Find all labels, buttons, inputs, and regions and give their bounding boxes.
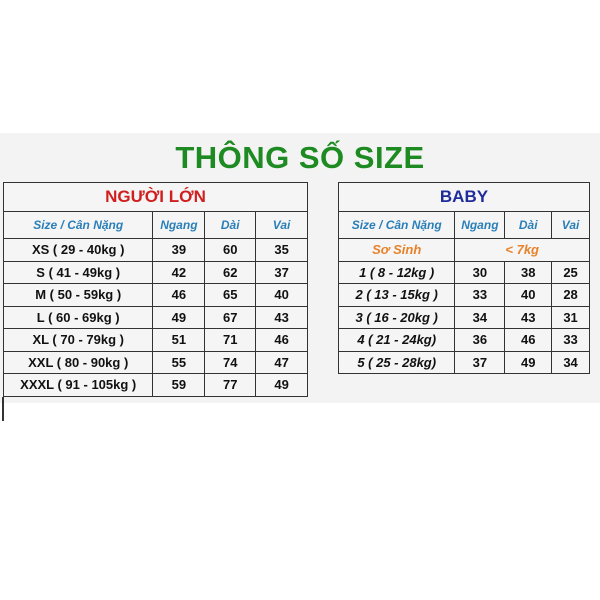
size-cell: XXXL ( 91 - 105kg ) (2, 373, 154, 397)
measure-cell: 38 (504, 260, 553, 284)
measure-cell: 59 (152, 373, 206, 397)
column-header: Dài (504, 211, 553, 239)
measure-cell: 37 (454, 350, 506, 374)
table-row: 1 ( 8 - 12kg ) 30 38 25 (337, 260, 590, 284)
size-cell: 3 ( 16 - 20kg ) (337, 305, 456, 329)
measure-cell: 46 (152, 283, 206, 307)
size-cell: XL ( 70 - 79kg ) (2, 328, 154, 352)
measure-cell: 67 (204, 305, 257, 329)
size-cell: 1 ( 8 - 12kg ) (337, 260, 456, 284)
measure-cell: 46 (255, 328, 308, 352)
measure-cell: 49 (255, 373, 308, 397)
measure-cell: 36 (454, 328, 506, 352)
newborn-value: < 7kg (454, 238, 590, 262)
measure-cell: 39 (152, 238, 206, 262)
measure-cell: 34 (551, 350, 590, 374)
table-row: 4 ( 21 - 24kg) 36 46 33 (337, 328, 590, 352)
measure-cell: 25 (551, 260, 590, 284)
size-cell: S ( 41 - 49kg ) (2, 260, 154, 284)
table-row: 5 ( 25 - 28kg) 37 49 34 (337, 350, 590, 374)
column-header: Dài (204, 211, 257, 239)
measure-cell: 60 (204, 238, 257, 262)
column-header: Size / Cân Nặng (337, 211, 456, 239)
measure-cell: 34 (454, 305, 506, 329)
column-header: Ngang (152, 211, 206, 239)
table-row: XXL ( 80 - 90kg ) 55 74 47 (2, 350, 308, 374)
measure-cell: 65 (204, 283, 257, 307)
table-row: 3 ( 16 - 20kg ) 34 43 31 (337, 305, 590, 329)
size-cell: XS ( 29 - 40kg ) (2, 238, 154, 262)
measure-cell: 37 (255, 260, 308, 284)
size-cell: 4 ( 21 - 24kg) (337, 328, 456, 352)
measure-cell: 30 (454, 260, 506, 284)
measure-cell: 33 (454, 283, 506, 307)
column-header: Size / Cân Nặng (2, 211, 154, 239)
measure-cell: 46 (504, 328, 553, 352)
measure-cell: 55 (152, 350, 206, 374)
adult-size-table: NGƯỜI LỚN Size / Cân Nặng Ngang Dài Vai XS … (2, 182, 308, 397)
measure-cell: 40 (255, 283, 308, 307)
measure-cell: 31 (551, 305, 590, 329)
measure-cell: 74 (204, 350, 257, 374)
measure-cell: 40 (504, 283, 553, 307)
measure-cell: 71 (204, 328, 257, 352)
table-row: XXXL ( 91 - 105kg ) 59 77 49 (2, 373, 308, 397)
measure-cell: 33 (551, 328, 590, 352)
size-cell: 2 ( 13 - 15kg ) (337, 283, 456, 307)
column-header: Ngang (454, 211, 506, 239)
column-header: Vai (551, 211, 590, 239)
measure-cell: 28 (551, 283, 590, 307)
measure-cell: 43 (255, 305, 308, 329)
measure-cell: 77 (204, 373, 257, 397)
measure-cell: 49 (152, 305, 206, 329)
measure-cell: 47 (255, 350, 308, 374)
newborn-label: Sơ Sinh (337, 238, 456, 262)
table-row: XS ( 29 - 40kg ) 39 60 35 (2, 238, 308, 262)
size-cell: L ( 60 - 69kg ) (2, 305, 154, 329)
table-row: L ( 60 - 69kg ) 49 67 43 (2, 305, 308, 329)
baby-size-table: BABY Size / Cân Nặng Ngang Dài Vai Sơ Sinh <… (337, 182, 590, 374)
table-row: M ( 50 - 59kg ) 46 65 40 (2, 283, 308, 307)
column-header: Vai (255, 211, 308, 239)
size-cell: XXL ( 80 - 90kg ) (2, 350, 154, 374)
adult-heading: NGƯỜI LỚN (3, 182, 308, 212)
measure-cell: 49 (504, 350, 553, 374)
size-cell: M ( 50 - 59kg ) (2, 283, 154, 307)
table-row: 2 ( 13 - 15kg ) 33 40 28 (337, 283, 590, 307)
divider-line (2, 397, 4, 421)
measure-cell: 35 (255, 238, 308, 262)
measure-cell: 42 (152, 260, 206, 284)
table-row: S ( 41 - 49kg ) 42 62 37 (2, 260, 308, 284)
page-title: THÔNG SỐ SIZE (175, 140, 425, 175)
measure-cell: 62 (204, 260, 257, 284)
baby-heading: BABY (338, 182, 590, 212)
size-cell: 5 ( 25 - 28kg) (337, 350, 456, 374)
measure-cell: 43 (504, 305, 553, 329)
measure-cell: 51 (152, 328, 206, 352)
table-row: XL ( 70 - 79kg ) 51 71 46 (2, 328, 308, 352)
